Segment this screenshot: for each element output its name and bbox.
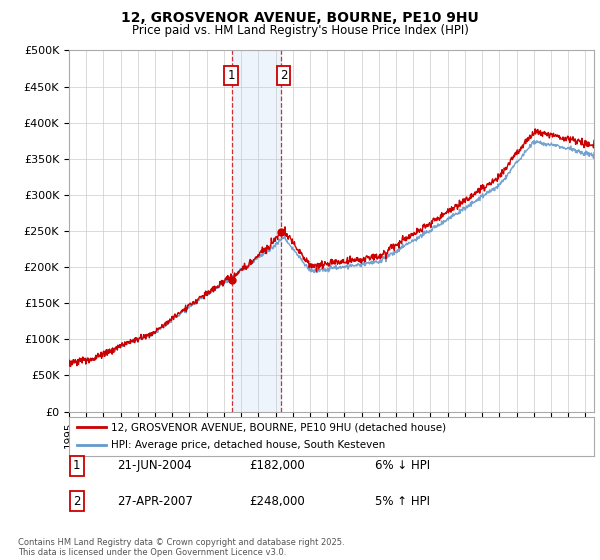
Text: £248,000: £248,000 [249, 494, 305, 508]
Text: 1: 1 [227, 69, 235, 82]
Text: 12, GROSVENOR AVENUE, BOURNE, PE10 9HU: 12, GROSVENOR AVENUE, BOURNE, PE10 9HU [121, 11, 479, 25]
Text: 21-JUN-2004: 21-JUN-2004 [117, 459, 192, 473]
Text: 6% ↓ HPI: 6% ↓ HPI [375, 459, 430, 473]
Text: Contains HM Land Registry data © Crown copyright and database right 2025.
This d: Contains HM Land Registry data © Crown c… [18, 538, 344, 557]
Text: 27-APR-2007: 27-APR-2007 [117, 494, 193, 508]
Text: 12, GROSVENOR AVENUE, BOURNE, PE10 9HU (detached house): 12, GROSVENOR AVENUE, BOURNE, PE10 9HU (… [111, 422, 446, 432]
Text: 2: 2 [280, 69, 287, 82]
Bar [232, 50, 281, 412]
Text: Price paid vs. HM Land Registry's House Price Index (HPI): Price paid vs. HM Land Registry's House … [131, 24, 469, 37]
Text: 5% ↑ HPI: 5% ↑ HPI [375, 494, 430, 508]
Text: HPI: Average price, detached house, South Kesteven: HPI: Average price, detached house, Sout… [111, 440, 385, 450]
Text: 2: 2 [73, 494, 80, 508]
Text: 1: 1 [73, 459, 80, 473]
Text: £182,000: £182,000 [249, 459, 305, 473]
